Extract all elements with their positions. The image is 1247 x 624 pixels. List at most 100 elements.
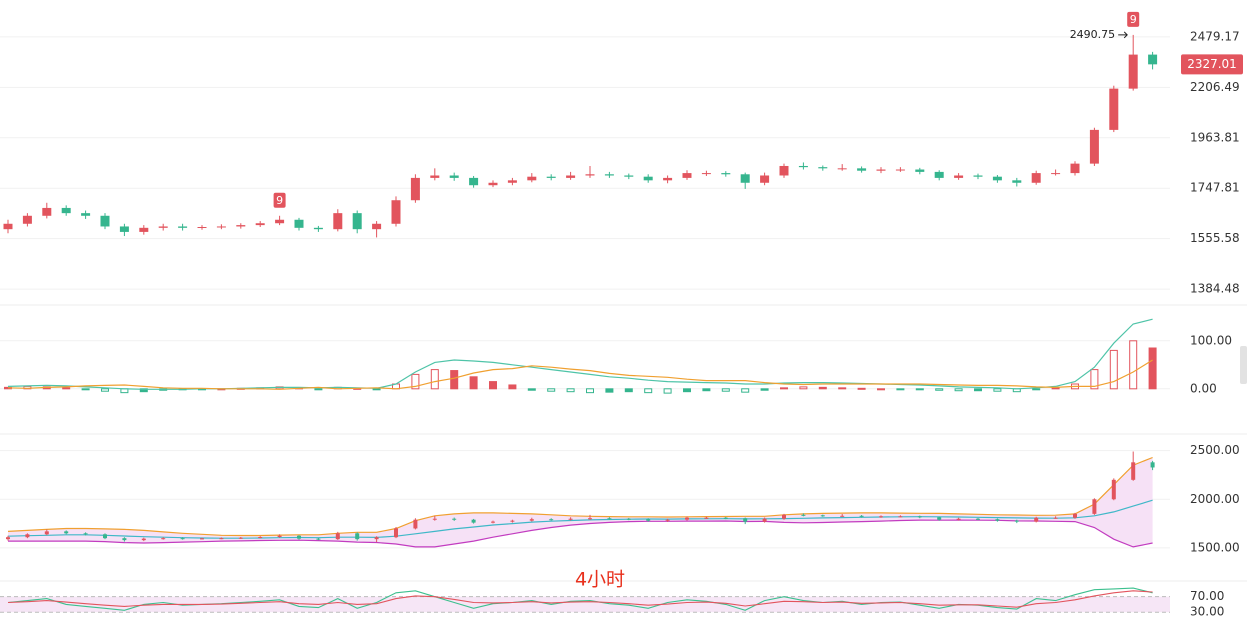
high-price-label: 2490.75 xyxy=(1070,28,1116,41)
indicator-line xyxy=(7,318,1153,390)
candle-body xyxy=(917,516,922,518)
candle-body xyxy=(277,535,282,538)
macd-bar xyxy=(314,388,323,391)
macd-bar xyxy=(954,388,963,392)
candle-body xyxy=(197,227,207,229)
candle-body xyxy=(857,168,867,171)
side-handle[interactable] xyxy=(1240,346,1247,384)
macd-bar xyxy=(1148,347,1157,390)
indicator-line xyxy=(7,499,1153,539)
candle-body xyxy=(333,213,343,230)
candle-body xyxy=(529,519,534,521)
y-tick-label: 1555.58 xyxy=(1190,231,1240,245)
candle-body xyxy=(200,538,204,540)
candle-body xyxy=(665,519,670,521)
candle-body xyxy=(488,182,498,186)
candle-body xyxy=(119,226,129,232)
macd-bar xyxy=(411,373,420,390)
macd-bar xyxy=(644,388,653,394)
candle-body xyxy=(604,174,614,176)
candle-body xyxy=(391,200,401,224)
candle-body xyxy=(6,537,10,540)
candle-body xyxy=(973,175,983,177)
candle-body xyxy=(934,171,944,178)
candle-body xyxy=(743,518,748,522)
candle-body xyxy=(394,528,398,538)
bollinger-band xyxy=(8,457,1153,547)
candle-body xyxy=(546,176,556,178)
td-marker-label: 9 xyxy=(276,194,283,207)
candle-body xyxy=(879,516,883,518)
candle-body xyxy=(937,517,942,520)
macd-bar xyxy=(508,384,517,390)
macd-bar xyxy=(935,388,944,391)
y-tick-label: 1747.81 xyxy=(1190,181,1240,195)
macd-bar xyxy=(1109,349,1118,390)
candle-body xyxy=(510,520,515,522)
last-price-label: 2327.01 xyxy=(1187,57,1237,71)
td-marker xyxy=(273,192,286,208)
candle-body xyxy=(25,534,30,538)
candle-body xyxy=(219,538,224,540)
candle-body xyxy=(682,173,692,178)
candle-body xyxy=(976,518,980,520)
candle-body xyxy=(1128,54,1138,89)
candle-body xyxy=(161,538,166,540)
candle-body xyxy=(1053,517,1058,519)
candle-body xyxy=(1034,517,1039,522)
candle-body xyxy=(507,180,517,183)
candle-body xyxy=(782,514,786,519)
macd-bar xyxy=(1129,340,1138,390)
candle-body xyxy=(64,531,69,534)
macd-bar xyxy=(547,388,556,392)
candle-body xyxy=(956,518,961,520)
indicator-line xyxy=(8,519,1153,548)
candle-body xyxy=(61,207,71,214)
y-tick-label: 2500.00 xyxy=(1190,443,1240,457)
candle-body xyxy=(1073,513,1077,518)
y-tick-label: 70.00 xyxy=(1190,589,1224,603)
macd-bar xyxy=(430,369,439,390)
candle-body xyxy=(22,215,32,224)
candle-body xyxy=(624,175,634,177)
candle-body xyxy=(1148,54,1158,65)
macd-bar xyxy=(780,387,788,390)
macd-bar xyxy=(624,388,633,393)
macd-bar xyxy=(566,388,575,393)
candle-body xyxy=(995,519,1000,521)
macd-bar xyxy=(974,388,982,392)
y-tick-label: 0.00 xyxy=(1190,381,1217,395)
candle-body xyxy=(141,538,146,541)
macd-bar xyxy=(993,388,1002,392)
candle-body xyxy=(549,519,554,521)
rsi-band xyxy=(0,596,1170,613)
candle-body xyxy=(372,223,382,230)
candle-body xyxy=(1109,88,1119,130)
candle-body xyxy=(762,518,767,522)
candle-body xyxy=(798,165,808,168)
macd-bar xyxy=(450,370,459,390)
macd-bar xyxy=(527,388,536,391)
macd-bar xyxy=(586,388,594,394)
candle-body xyxy=(297,535,301,539)
candle-body xyxy=(588,518,592,520)
candle-body xyxy=(568,518,573,520)
candle-body xyxy=(723,517,728,519)
candle-body xyxy=(316,538,321,540)
candle-body xyxy=(374,537,379,540)
candle-body xyxy=(992,176,1002,181)
candle-body xyxy=(139,227,149,232)
candle-body xyxy=(216,226,226,228)
macd-bar xyxy=(1090,369,1099,390)
candle-body xyxy=(471,519,476,523)
y-tick-label: 2479.17 xyxy=(1190,29,1240,43)
candle-body xyxy=(103,534,107,539)
candle-body xyxy=(178,226,188,228)
candle-body xyxy=(236,225,246,227)
macd-bar xyxy=(372,388,381,391)
candle-body xyxy=(663,177,673,181)
candle-body xyxy=(685,517,689,520)
candle-body xyxy=(898,516,903,518)
candle-body xyxy=(895,169,905,171)
macd-bar xyxy=(838,387,847,390)
